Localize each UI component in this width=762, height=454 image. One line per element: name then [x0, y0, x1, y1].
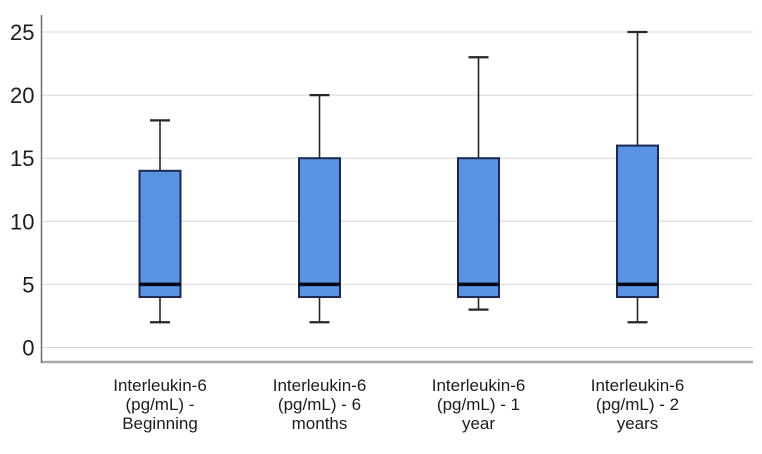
- iqr-box: [616, 144, 659, 299]
- iqr-box: [298, 157, 341, 299]
- y-axis-tick-label: 0: [22, 336, 34, 361]
- y-axis-tick-label: 25: [10, 20, 34, 45]
- y-axis-tick-label: 5: [22, 272, 34, 297]
- y-axis-tick-label: 20: [10, 83, 34, 108]
- y-axis-tick-label: 15: [10, 146, 34, 171]
- x-axis-category-label: Interleukin-6 (pg/mL) -Beginning: [113, 376, 207, 433]
- x-axis-category-label: Interleukin-6 (pg/mL) - 6 months: [273, 376, 367, 433]
- y-axis-tick-label: 10: [10, 209, 34, 234]
- x-axis-category-label: Interleukin-6 (pg/mL) - 2 years: [591, 376, 685, 433]
- iqr-box: [138, 169, 182, 299]
- x-axis-category-label: Interleukin-6 (pg/mL) - 1 year: [432, 376, 526, 433]
- iqr-box: [457, 157, 500, 299]
